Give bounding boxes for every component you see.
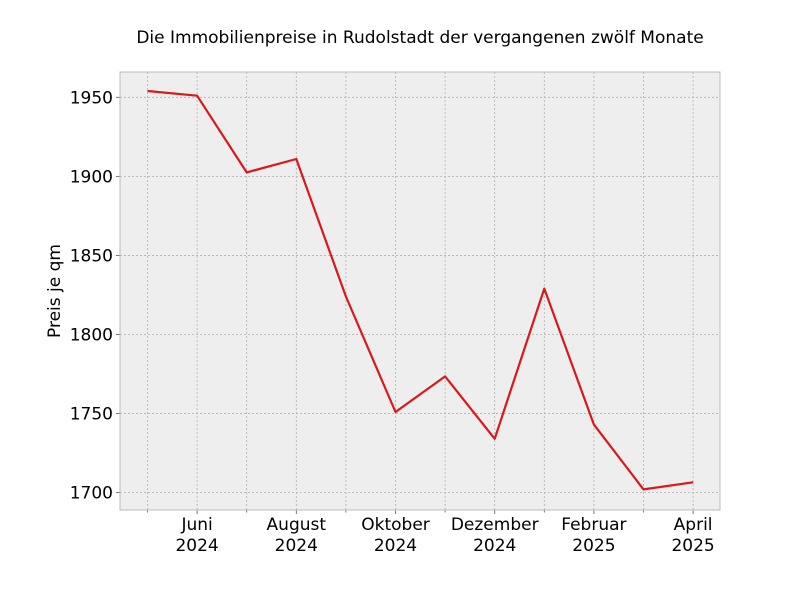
x-tick-label-month: April [674, 515, 713, 535]
x-axis: Juni2024August2024Oktober2024Dezember202… [147, 510, 715, 556]
y-tick-label: 1900 [70, 167, 113, 187]
chart-title: Die Immobilienpreise in Rudolstadt der v… [136, 28, 703, 48]
x-tick-label-month: Oktober [361, 515, 430, 535]
plot-area [120, 72, 720, 510]
x-tick-label-year: 2024 [175, 536, 218, 556]
y-tick-label: 1950 [70, 88, 113, 108]
x-tick-label-year: 2024 [374, 536, 417, 556]
y-tick-label: 1800 [70, 325, 113, 345]
x-tick-label-month: Juni [180, 515, 212, 535]
y-axis-label: Preis je qm [45, 244, 65, 338]
x-tick-label-month: August [267, 515, 327, 535]
x-tick-label-year: 2025 [671, 536, 714, 556]
x-tick-label-year: 2024 [275, 536, 318, 556]
y-tick-label: 1700 [70, 484, 113, 504]
x-tick-label-month: Dezember [451, 515, 539, 535]
plot-frame [119, 71, 721, 511]
y-tick-label: 1750 [70, 405, 113, 425]
x-tick-label-year: 2024 [473, 536, 516, 556]
x-tick-label-month: Februar [561, 515, 626, 535]
y-tick-label: 1850 [70, 246, 113, 266]
y-axis: 1700 1750 1800 1850 1900 1950 [70, 88, 120, 504]
x-tick-label-year: 2025 [572, 536, 615, 556]
series-line [147, 89, 694, 491]
